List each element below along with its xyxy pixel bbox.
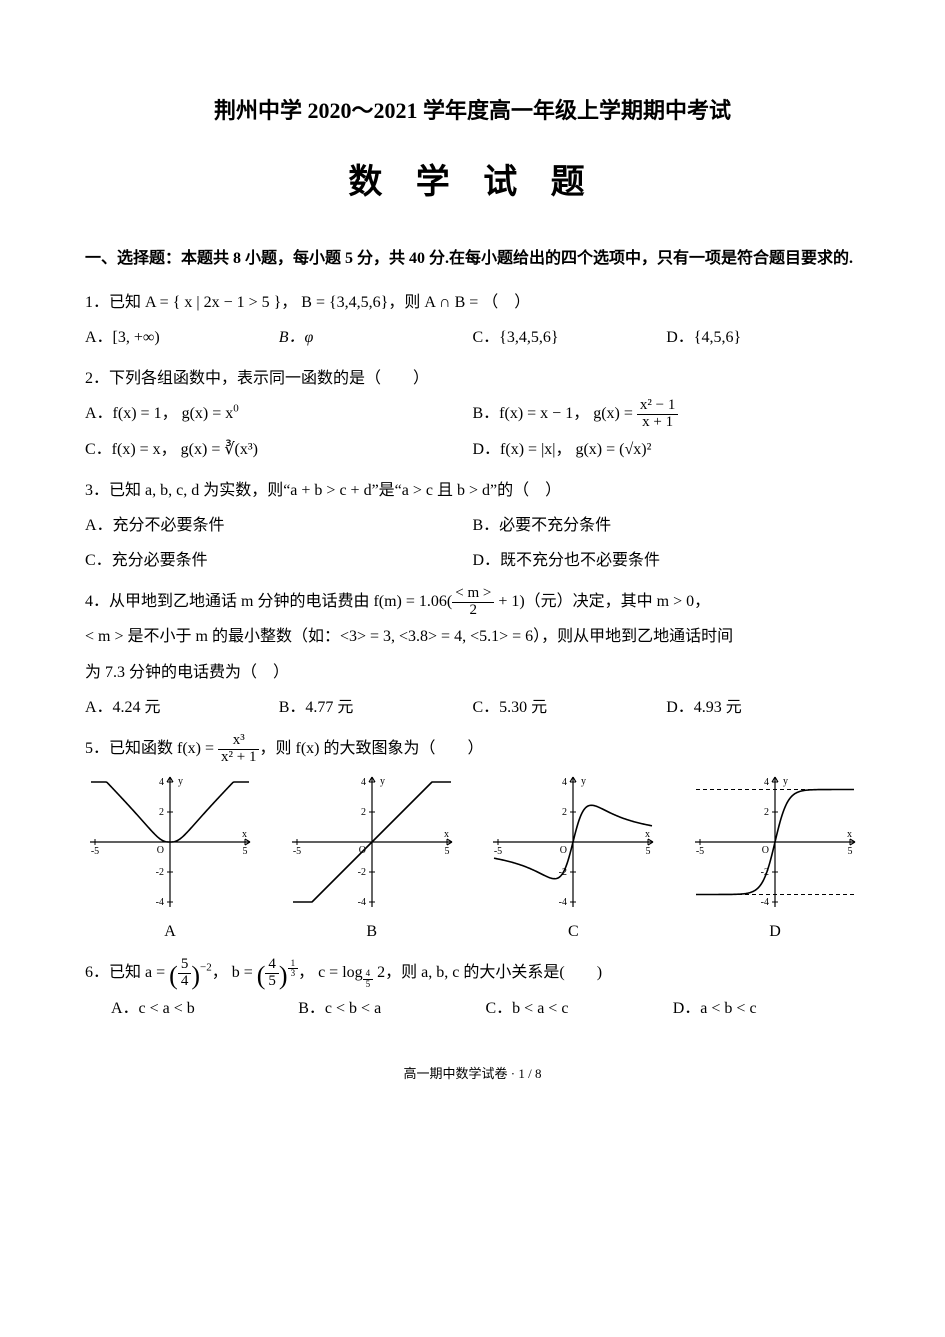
svg-text:-2: -2 bbox=[357, 867, 365, 878]
q4-stem-line3: 为 7.3 分钟的电话费为（ ） bbox=[85, 655, 860, 690]
svg-text:-4: -4 bbox=[357, 897, 365, 908]
svg-text:-4: -4 bbox=[156, 897, 164, 908]
page-footer: 高一期中数学试卷 · 1 / 8 bbox=[85, 1062, 860, 1087]
q5-label-c: C bbox=[488, 914, 658, 949]
question-1: 1．已知 A = { x | 2x − 1 > 5 }， B = {3,4,5,… bbox=[85, 285, 860, 355]
svg-text:-5: -5 bbox=[91, 846, 99, 857]
svg-text:5: 5 bbox=[847, 846, 852, 857]
q3-stem: 3．已知 a, b, c, d 为实数，则“a + b > c + d”是“a … bbox=[85, 473, 860, 508]
svg-text:2: 2 bbox=[361, 807, 366, 818]
q1-option-b: B．φ bbox=[279, 320, 473, 355]
svg-text:4: 4 bbox=[361, 777, 366, 788]
svg-text:4: 4 bbox=[562, 777, 567, 788]
q5-graph-c: xyO-55-4-224 bbox=[488, 772, 658, 912]
svg-text:2: 2 bbox=[562, 807, 567, 818]
q3-option-b: B．必要不充分条件 bbox=[473, 508, 861, 543]
svg-text:-2: -2 bbox=[156, 867, 164, 878]
svg-text:y: y bbox=[581, 776, 586, 787]
q5-graph-d: xyO-55-4-224 bbox=[690, 772, 860, 912]
svg-text:-4: -4 bbox=[559, 897, 567, 908]
q4-option-d: D．4.93 元 bbox=[666, 690, 860, 725]
q4-option-b: B．4.77 元 bbox=[279, 690, 473, 725]
svg-text:-5: -5 bbox=[494, 846, 502, 857]
q2-option-b: B．f(x) = x − 1， g(x) = x² − 1x + 1 bbox=[473, 396, 861, 431]
q4-stem-line1: 4．从甲地到乙地通话 m 分钟的电话费由 f(m) = 1.06(< m >2 … bbox=[85, 584, 860, 619]
q1-option-d: D．{4,5,6} bbox=[666, 320, 860, 355]
svg-text:5: 5 bbox=[243, 846, 248, 857]
q5-graph-b: xyO-55-4-224 bbox=[287, 772, 457, 912]
question-6: 6．已知 a = (54)−2， b = (45)13， c = log45 2… bbox=[85, 955, 860, 1025]
svg-text:O: O bbox=[560, 845, 567, 856]
q4-option-a: A．4.24 元 bbox=[85, 690, 279, 725]
svg-text:O: O bbox=[762, 845, 769, 856]
q2-option-d: D．f(x) = |x|， g(x) = (√x)² bbox=[473, 432, 861, 467]
svg-text:4: 4 bbox=[764, 777, 769, 788]
q2-option-a: A．f(x) = 1， g(x) = x0 bbox=[85, 396, 473, 431]
q3-option-a: A．充分不必要条件 bbox=[85, 508, 473, 543]
q3-option-c: C．充分必要条件 bbox=[85, 543, 473, 578]
q4-stem-line2: < m > 是不小于 m 的最小整数（如：<3> = 3, <3.8> = 4,… bbox=[85, 619, 860, 654]
svg-text:2: 2 bbox=[764, 807, 769, 818]
svg-text:-5: -5 bbox=[292, 846, 300, 857]
svg-text:x: x bbox=[242, 829, 247, 840]
q5-label-a: A bbox=[85, 914, 255, 949]
svg-text:O: O bbox=[157, 845, 164, 856]
q5-label-d: D bbox=[690, 914, 860, 949]
q5-graph-a: x y O -5 5 -4 -2 2 4 bbox=[85, 772, 255, 912]
q6-stem: 6．已知 a = (54)−2， b = (45)13， c = log45 2… bbox=[85, 955, 860, 990]
section-1-instructions: 一、选择题：本题共 8 小题，每小题 5 分，共 40 分.在每小题给出的四个选… bbox=[85, 240, 860, 278]
q6-option-b: B．c < b < a bbox=[298, 991, 485, 1026]
q6-option-c: C．b < a < c bbox=[486, 991, 673, 1026]
q1-option-c: C．{3,4,5,6} bbox=[473, 320, 667, 355]
svg-text:5: 5 bbox=[444, 846, 449, 857]
svg-text:y: y bbox=[783, 776, 788, 787]
svg-text:y: y bbox=[380, 776, 385, 787]
q5-graph-labels: A B C D bbox=[85, 914, 860, 949]
exam-school-title: 荆州中学 2020～2021 学年度高一年级上学期期中考试 bbox=[85, 90, 860, 132]
svg-text:-5: -5 bbox=[696, 846, 704, 857]
svg-text:x: x bbox=[444, 829, 449, 840]
svg-text:5: 5 bbox=[646, 846, 651, 857]
q6-option-a: A．c < a < b bbox=[111, 991, 298, 1026]
svg-text:-4: -4 bbox=[761, 897, 769, 908]
svg-text:y: y bbox=[178, 776, 183, 787]
q2-option-c: C．f(x) = x， g(x) = ∛(x³) bbox=[85, 432, 473, 467]
q4-option-c: C．5.30 元 bbox=[473, 690, 667, 725]
q5-stem: 5．已知函数 f(x) = x³x² + 1，则 f(x) 的大致图象为（ ） bbox=[85, 731, 860, 766]
question-5: 5．已知函数 f(x) = x³x² + 1，则 f(x) 的大致图象为（ ） … bbox=[85, 731, 860, 949]
q6-option-d: D．a < b < c bbox=[673, 991, 860, 1026]
svg-text:x: x bbox=[645, 829, 650, 840]
q1-stem: 1．已知 A = { x | 2x − 1 > 5 }， B = {3,4,5,… bbox=[85, 285, 860, 320]
q3-option-d: D．既不充分也不必要条件 bbox=[473, 543, 861, 578]
question-4: 4．从甲地到乙地通话 m 分钟的电话费由 f(m) = 1.06(< m >2 … bbox=[85, 584, 860, 725]
svg-text:4: 4 bbox=[159, 777, 164, 788]
exam-subject-title: 数 学 试 题 bbox=[85, 150, 860, 215]
question-3: 3．已知 a, b, c, d 为实数，则“a + b > c + d”是“a … bbox=[85, 473, 860, 579]
q5-label-b: B bbox=[287, 914, 457, 949]
q2-stem: 2．下列各组函数中，表示同一函数的是（ ） bbox=[85, 361, 860, 396]
svg-text:x: x bbox=[847, 829, 852, 840]
q5-graphs-row: x y O -5 5 -4 -2 2 4 x y O -5 5 -4 -2 2 4 x y O -5 5 -4 -2 2 4 x… bbox=[85, 772, 860, 912]
svg-text:2: 2 bbox=[159, 807, 164, 818]
q1-option-a: A．[3, +∞) bbox=[85, 320, 279, 355]
question-2: 2．下列各组函数中，表示同一函数的是（ ） A．f(x) = 1， g(x) =… bbox=[85, 361, 860, 467]
